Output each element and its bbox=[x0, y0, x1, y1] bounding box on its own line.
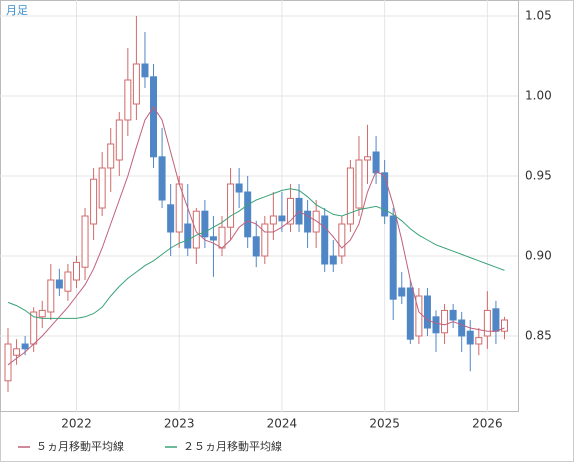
x-tick-label: 2023 bbox=[164, 417, 195, 431]
candle-body bbox=[244, 191, 252, 238]
y-tick-label: 1.00 bbox=[525, 89, 552, 103]
candle-body bbox=[192, 210, 200, 249]
candle-body bbox=[47, 279, 55, 313]
candle-body bbox=[492, 308, 500, 332]
candle-body bbox=[150, 76, 158, 158]
candle-body bbox=[98, 167, 106, 209]
candle-body bbox=[38, 309, 46, 318]
candle-body bbox=[406, 287, 414, 340]
candle-body bbox=[209, 236, 217, 241]
y-tick-label: 0.90 bbox=[525, 249, 552, 263]
candle-body bbox=[227, 183, 235, 228]
candle-body bbox=[218, 226, 226, 249]
x-tick-label: 2025 bbox=[369, 417, 400, 431]
candle-body bbox=[441, 309, 449, 334]
candle-body bbox=[158, 156, 166, 201]
candle-body bbox=[72, 261, 80, 281]
x-tick-label: 2026 bbox=[472, 417, 503, 431]
candle-body bbox=[338, 223, 346, 257]
candle-body bbox=[4, 343, 12, 382]
candle-body bbox=[81, 215, 89, 268]
candle-body bbox=[184, 223, 192, 249]
candle-body bbox=[432, 316, 440, 334]
candle-body bbox=[398, 287, 406, 297]
x-tick-label: 2022 bbox=[61, 417, 92, 431]
candle-body bbox=[321, 215, 329, 265]
candle-body bbox=[458, 319, 466, 337]
candle-body bbox=[90, 178, 98, 225]
candle-body bbox=[304, 210, 312, 233]
x-tick-label: 2024 bbox=[267, 417, 298, 431]
ma-line bbox=[7, 106, 505, 366]
candle-body bbox=[278, 215, 286, 222]
y-tick-label: 1.05 bbox=[525, 9, 552, 23]
candle-body bbox=[329, 255, 337, 265]
candle-body bbox=[201, 210, 209, 238]
candle-body bbox=[475, 337, 483, 345]
candle-body bbox=[252, 236, 260, 257]
y-tick-label: 0.95 bbox=[525, 169, 552, 183]
candle-body bbox=[500, 319, 508, 332]
candle-body bbox=[235, 183, 243, 193]
candle-body bbox=[389, 215, 397, 300]
candle-body bbox=[346, 167, 354, 225]
candle-body bbox=[261, 223, 269, 257]
candle-body bbox=[312, 210, 320, 233]
candle-body bbox=[64, 271, 72, 292]
ma-line bbox=[7, 188, 505, 319]
candle-body bbox=[21, 343, 29, 350]
candle-body bbox=[364, 156, 372, 161]
candle-body bbox=[13, 348, 21, 356]
candle-body bbox=[372, 151, 380, 174]
period-label: 月足 bbox=[6, 4, 28, 17]
candle-body bbox=[381, 172, 389, 217]
candle-body bbox=[269, 215, 277, 225]
candle-body bbox=[124, 79, 132, 121]
candle-body bbox=[286, 197, 294, 225]
candle-body bbox=[115, 119, 123, 161]
candle-body bbox=[423, 295, 431, 329]
candle-body bbox=[483, 309, 491, 337]
candle-body bbox=[415, 295, 423, 337]
candle-body bbox=[355, 159, 363, 209]
legend-label: ５ヵ月移動平均線 bbox=[36, 439, 124, 453]
legend-label: ２５ヵ月移動平均線 bbox=[183, 439, 282, 453]
candle-body bbox=[466, 330, 474, 345]
candle-body bbox=[55, 279, 63, 289]
plot-area bbox=[0, 0, 519, 412]
candle-body bbox=[167, 204, 175, 233]
candle-body bbox=[107, 143, 115, 169]
candle-body bbox=[132, 63, 140, 105]
y-tick-label: 0.85 bbox=[525, 329, 552, 343]
candle-body bbox=[449, 309, 457, 321]
candle-body bbox=[141, 63, 149, 78]
